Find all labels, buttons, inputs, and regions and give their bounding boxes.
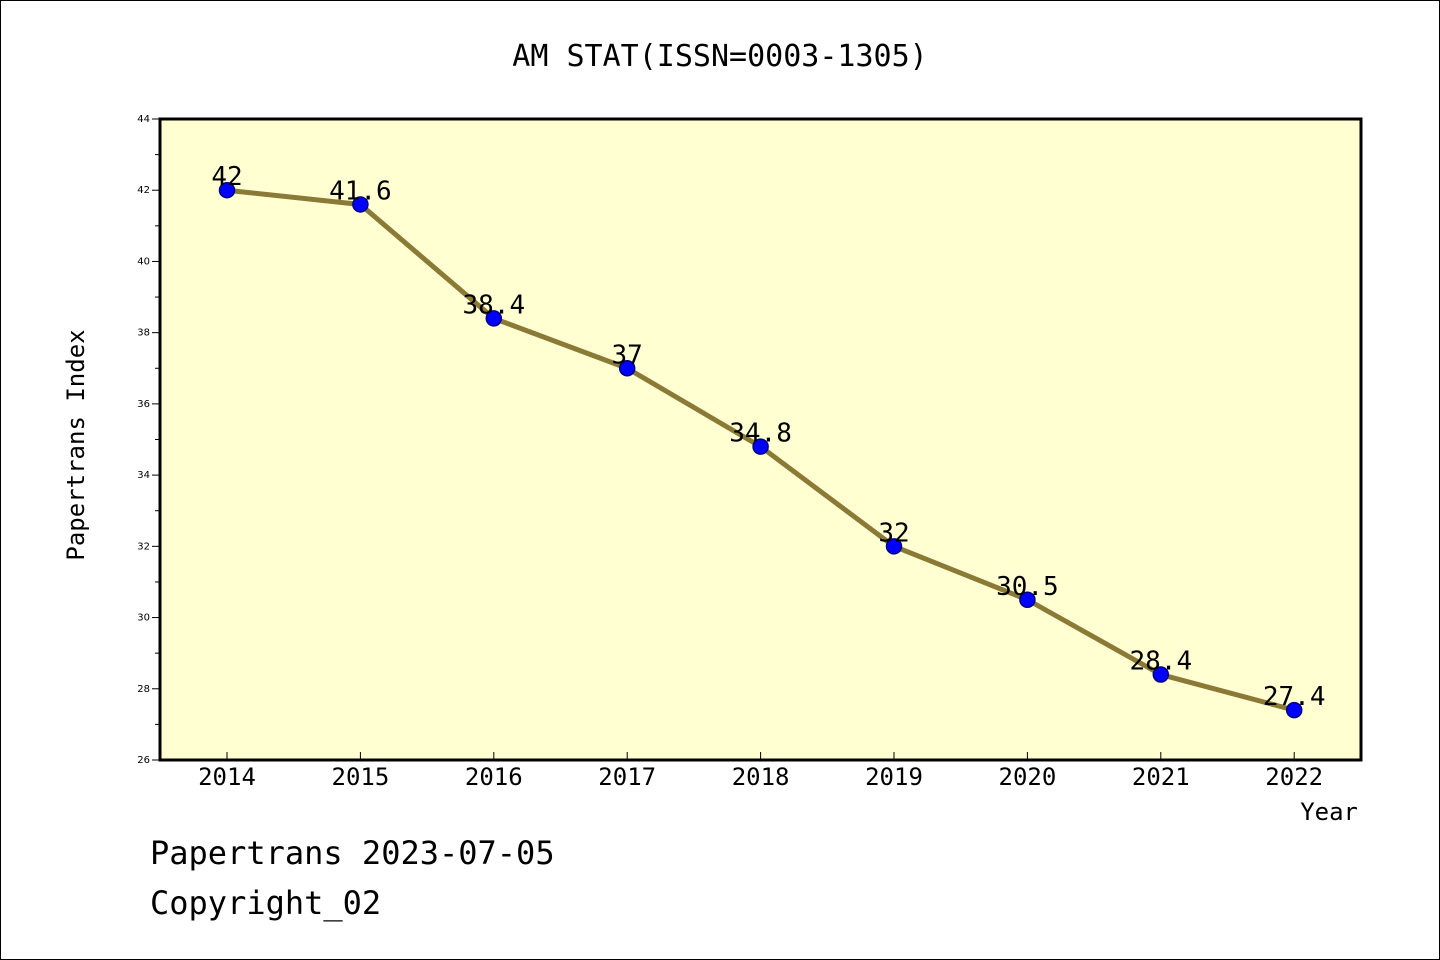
x-tick-label: 2021 bbox=[1132, 763, 1190, 791]
x-tick-label: 2020 bbox=[999, 763, 1057, 791]
data-point bbox=[485, 310, 503, 327]
data-point bbox=[218, 181, 236, 199]
data-label: 32 bbox=[878, 518, 909, 548]
y-tick-label: 40 bbox=[137, 256, 150, 267]
x-tick-label: 2022 bbox=[1265, 763, 1323, 791]
x-tick-label: 2018 bbox=[732, 763, 790, 791]
data-label: 42 bbox=[211, 162, 242, 192]
data-label: 38.4 bbox=[462, 290, 525, 320]
y-tick-label: 36 bbox=[137, 399, 150, 410]
x-tick-label: 2015 bbox=[332, 763, 390, 791]
x-tick-label: 2014 bbox=[198, 763, 256, 791]
data-label: 27.4 bbox=[1263, 682, 1326, 712]
data-label: 34.8 bbox=[729, 419, 792, 449]
y-tick-label: 30 bbox=[137, 613, 150, 624]
data-label: 37 bbox=[612, 340, 643, 370]
data-point bbox=[1019, 591, 1036, 608]
series-layer: 42 41.6 38.4 37 34.8 32 30.5 28.4 27.4 bbox=[211, 162, 1326, 719]
data-point bbox=[1285, 701, 1303, 719]
y-tick-label: 42 bbox=[137, 185, 150, 196]
data-label: 30.5 bbox=[996, 572, 1059, 602]
footer-credit: Papertrans 2023-07-05 bbox=[150, 834, 555, 872]
data-point bbox=[352, 196, 369, 213]
data-label: 28.4 bbox=[1129, 647, 1192, 677]
x-tick-label: 2017 bbox=[598, 763, 656, 791]
y-tick-label: 34 bbox=[137, 470, 150, 481]
y-axis-label: Papertrans Index bbox=[62, 329, 90, 560]
data-point bbox=[885, 538, 903, 555]
y-tick-label: 38 bbox=[137, 328, 150, 339]
data-point bbox=[1152, 666, 1170, 683]
y-tick-label: 44 bbox=[137, 114, 150, 125]
footer-copyright: Copyright_02 bbox=[150, 884, 382, 922]
x-tick-label: 2016 bbox=[465, 763, 523, 791]
data-label: 41.6 bbox=[329, 176, 392, 206]
y-tick-label: 26 bbox=[137, 755, 150, 766]
y-tick-label: 32 bbox=[137, 541, 150, 552]
x-axis: 2014 2015 2016 2017 2018 2019 2020 2021 2022 bbox=[198, 752, 1323, 791]
data-point bbox=[752, 438, 769, 455]
x-tick-label: 2019 bbox=[865, 763, 923, 791]
chart-title: AM STAT(ISSN=0003-1305) bbox=[512, 39, 927, 74]
x-axis-label: Year bbox=[1300, 798, 1358, 826]
y-axis: 26 28 30 32 34 36 38 40 42 44 bbox=[137, 114, 160, 766]
data-point bbox=[618, 360, 636, 377]
y-tick-label: 28 bbox=[137, 684, 150, 695]
